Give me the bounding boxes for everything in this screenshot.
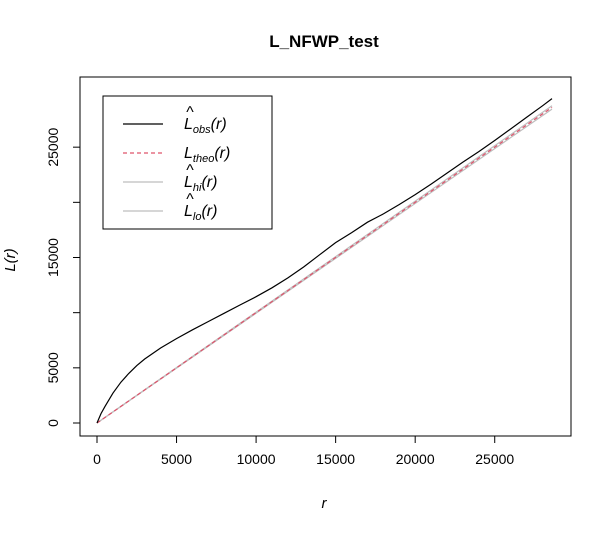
x-axis: 0 5000 10000 15000 20000 25000: [93, 435, 514, 467]
x-tick-label: 25000: [475, 451, 514, 467]
x-tick-label: 10000: [237, 451, 276, 467]
legend-hat-hi: ^: [186, 162, 194, 179]
x-axis-label: r: [322, 495, 328, 512]
x-tick-label: 5000: [161, 451, 192, 467]
legend-hat-lo: ^: [186, 191, 194, 208]
legend-label-hi: Lhi(r): [184, 174, 217, 194]
legend-label-theo: Ltheo(r): [184, 145, 230, 165]
x-tick-label: 20000: [396, 451, 435, 467]
x-tick-label: 15000: [316, 451, 355, 467]
legend-box: [102, 95, 273, 230]
y-tick-label: 15000: [45, 238, 61, 277]
series-layer: [96, 98, 553, 424]
legend: Lobs(r)^Ltheo(r)Lhi(r)^Llo(r)^: [102, 95, 273, 230]
legend-label-obs: Lobs(r): [184, 116, 227, 136]
y-axis-label: L(r): [2, 248, 19, 271]
y-tick-label: 25000: [45, 127, 61, 166]
series-line-theo: [96, 106, 553, 424]
legend-hat-obs: ^: [186, 104, 194, 121]
x-tick-label: 0: [93, 451, 101, 467]
y-tick-label: 0: [45, 419, 61, 427]
series-line-obs: [96, 98, 553, 424]
y-tick-label: 5000: [45, 352, 61, 383]
legend-label-lo: Llo(r): [184, 203, 217, 223]
y-axis: 0 5000 15000 25000: [45, 127, 81, 427]
chart-title: L_NFWP_test: [269, 32, 379, 51]
